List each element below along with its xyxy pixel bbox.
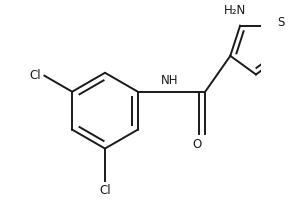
Text: H₂N: H₂N	[224, 4, 246, 17]
Text: Cl: Cl	[99, 184, 111, 197]
Text: Cl: Cl	[30, 69, 41, 82]
Text: O: O	[192, 138, 201, 151]
Text: NH: NH	[161, 74, 179, 87]
Text: S: S	[277, 16, 284, 29]
